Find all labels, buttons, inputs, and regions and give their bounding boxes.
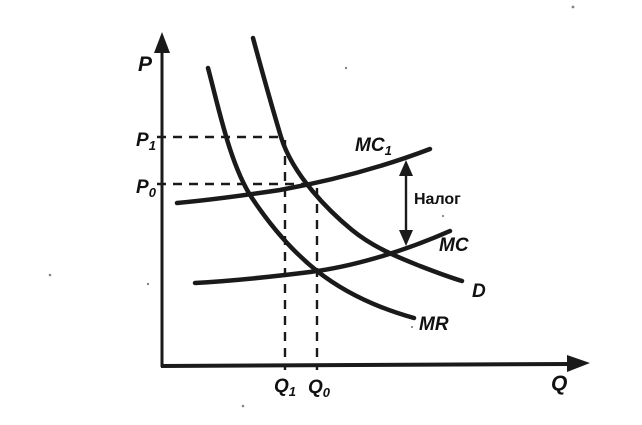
y-axis-arrowhead-icon xyxy=(154,32,170,53)
mc1-curve xyxy=(174,146,433,206)
tax-arrow-up-head-icon xyxy=(399,160,413,176)
x-axis-arrowhead-icon xyxy=(567,355,590,372)
q0-label: Q0 xyxy=(308,377,331,400)
mr-curve xyxy=(205,65,417,321)
scan-noise-specks xyxy=(48,5,575,408)
y-axis-label: P xyxy=(138,53,153,76)
demand-curve-label: D xyxy=(472,281,486,302)
x-axis-line xyxy=(160,362,573,368)
tax-arrow-down-head-icon xyxy=(399,230,413,246)
p0-label: P0 xyxy=(136,177,157,200)
p1-label: P1 xyxy=(136,130,156,153)
q1-label: Q1 xyxy=(274,376,296,399)
x-axis-label: Q xyxy=(551,372,567,395)
mc-curve xyxy=(192,228,453,286)
mr-curve-label: MR xyxy=(419,314,449,335)
mc-curve-label: MC xyxy=(439,235,469,256)
tax-annotation-label: Налог xyxy=(414,191,461,208)
mc1-curve-label: MC1 xyxy=(355,135,392,158)
demand-curve xyxy=(250,35,465,284)
